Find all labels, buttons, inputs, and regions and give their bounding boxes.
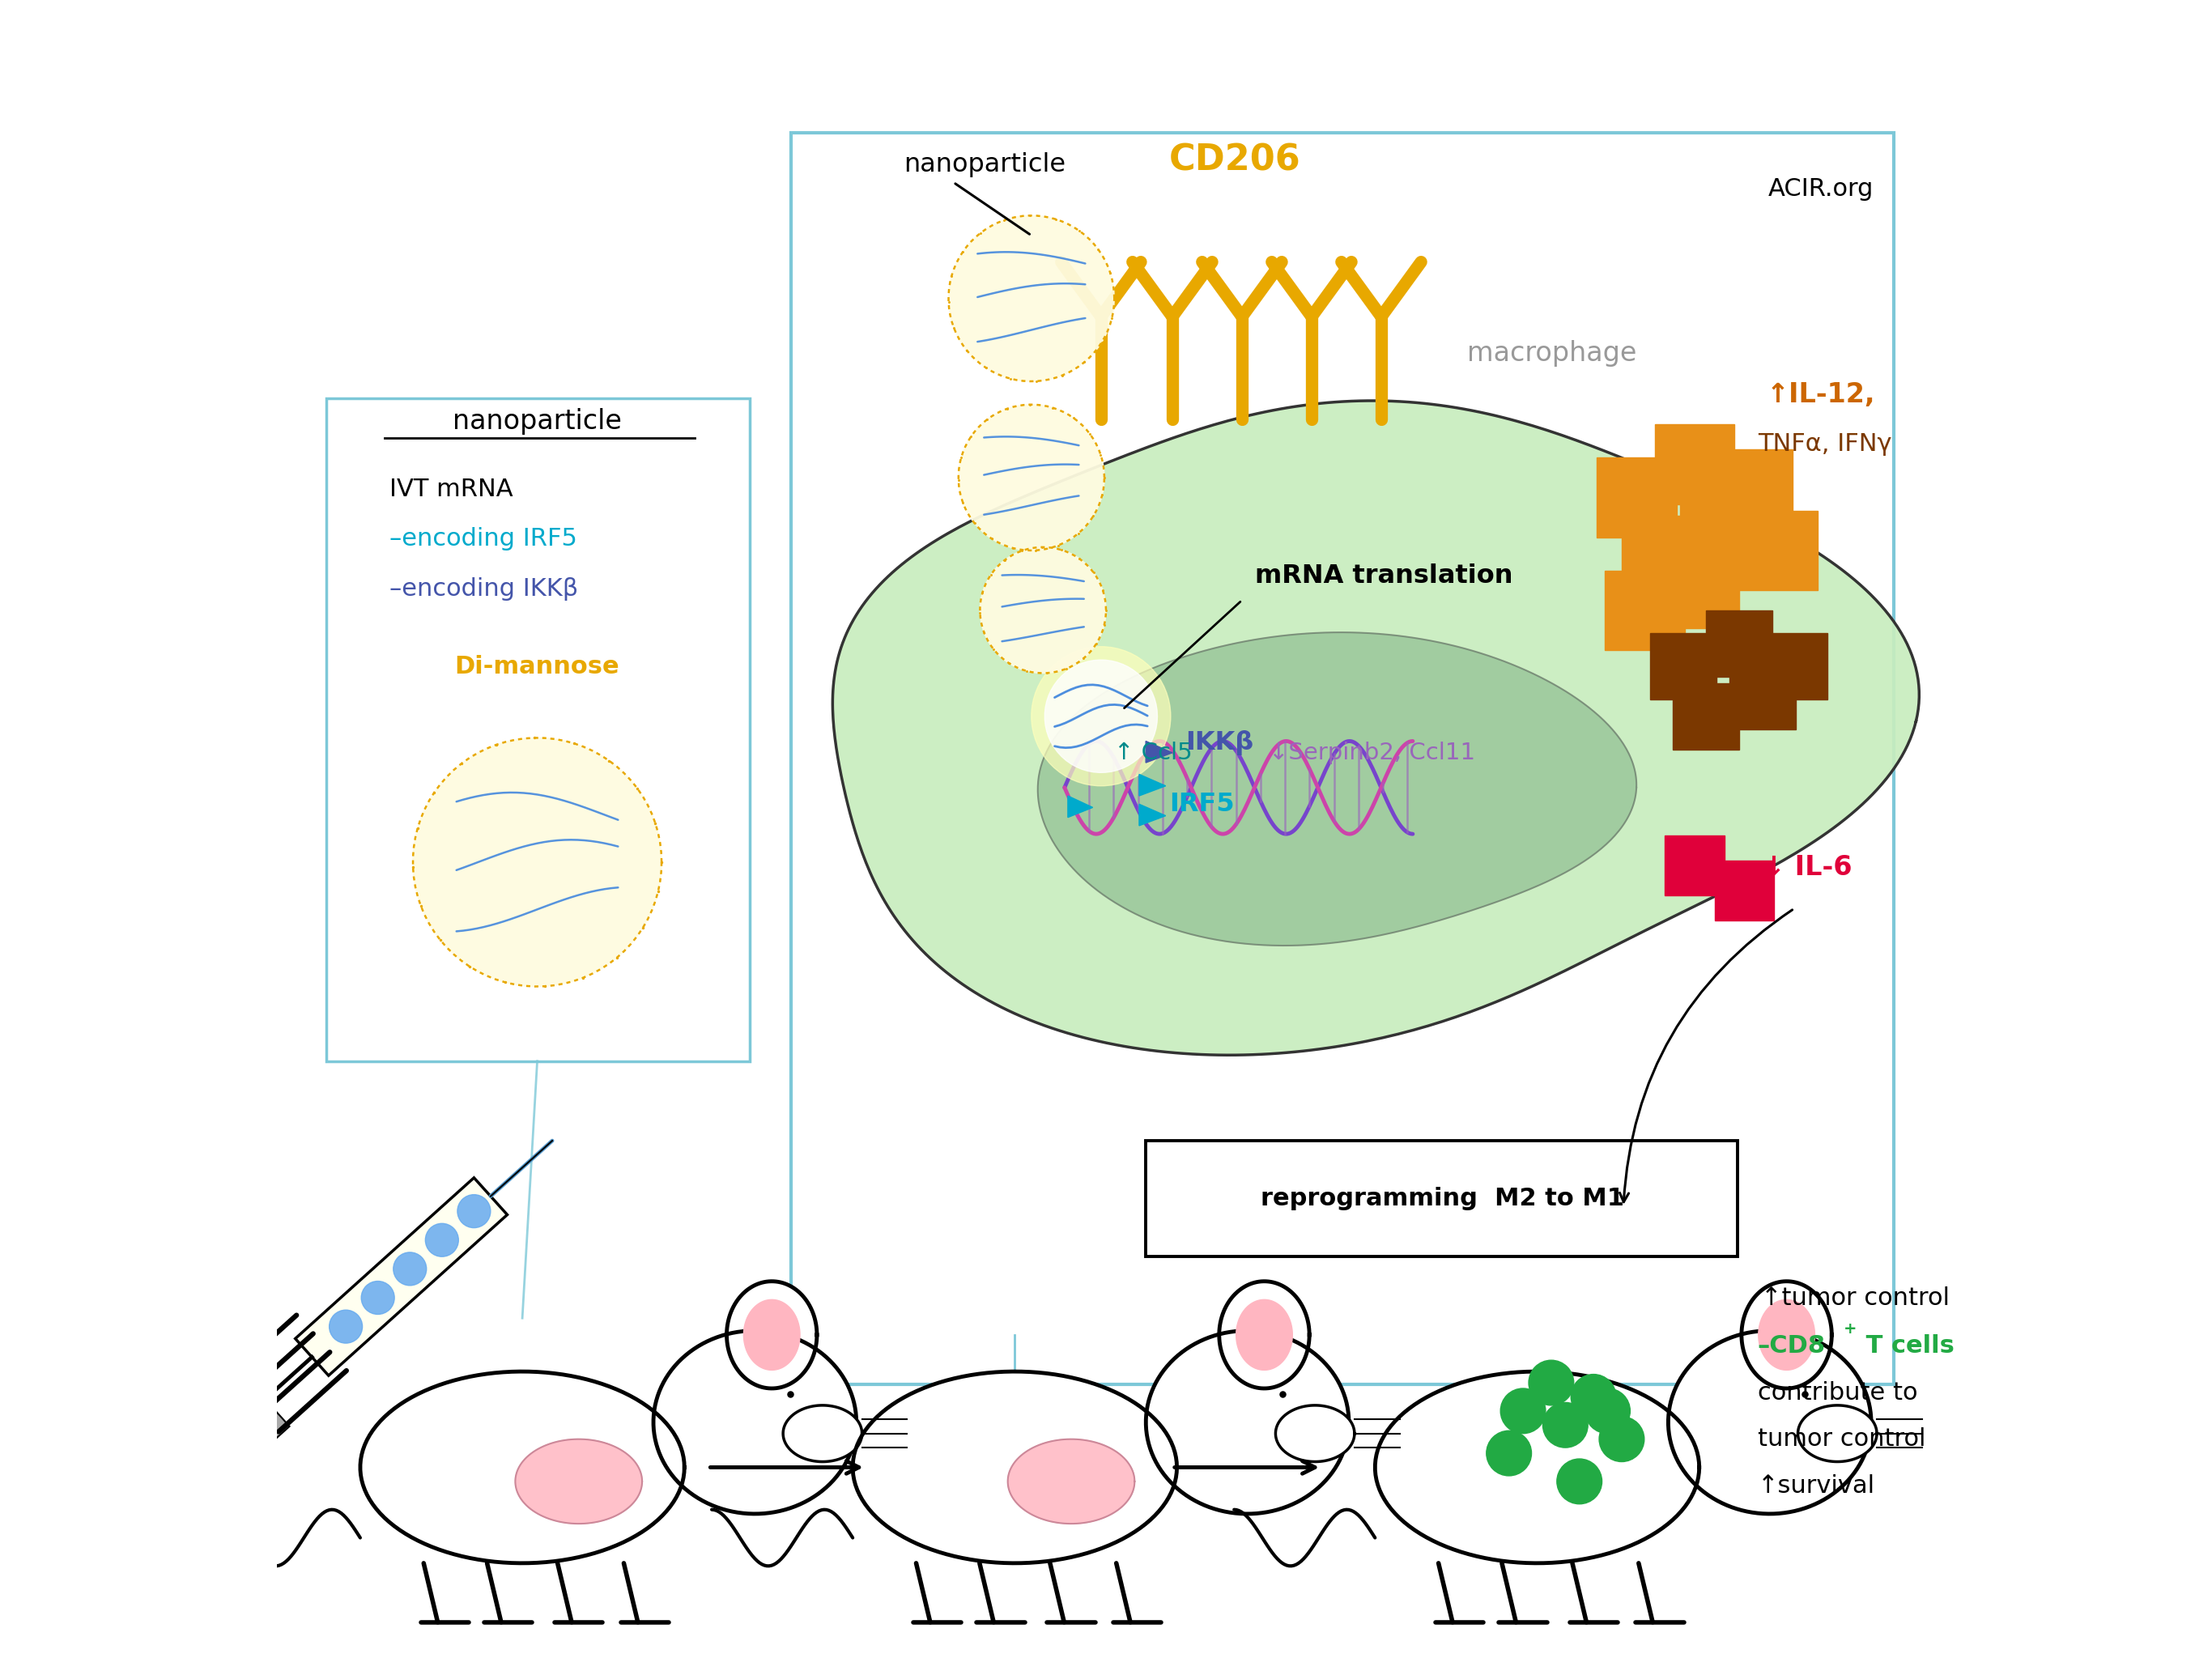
Text: TNFα, IFNγ: TNFα, IFNγ xyxy=(1759,433,1891,456)
Text: IRF5: IRF5 xyxy=(1168,791,1234,817)
Text: Di-mannose: Di-mannose xyxy=(456,655,619,678)
Polygon shape xyxy=(1672,683,1739,749)
Polygon shape xyxy=(832,401,1920,1054)
Polygon shape xyxy=(414,738,661,987)
Polygon shape xyxy=(1276,1406,1354,1462)
Polygon shape xyxy=(980,547,1106,673)
Polygon shape xyxy=(1666,836,1725,895)
Polygon shape xyxy=(1741,1282,1832,1388)
Polygon shape xyxy=(1037,632,1637,945)
Text: CD206: CD206 xyxy=(1168,143,1301,177)
Polygon shape xyxy=(1621,516,1701,595)
Polygon shape xyxy=(653,1331,856,1514)
Circle shape xyxy=(1599,1416,1644,1462)
Polygon shape xyxy=(515,1439,641,1524)
Polygon shape xyxy=(1712,449,1792,529)
Text: reprogramming  M2 to M1: reprogramming M2 to M1 xyxy=(1261,1187,1624,1210)
Text: ↓ IL-6: ↓ IL-6 xyxy=(1763,854,1851,880)
Polygon shape xyxy=(1655,424,1734,504)
Circle shape xyxy=(1557,1459,1601,1504)
Polygon shape xyxy=(1761,633,1827,700)
Polygon shape xyxy=(1798,1406,1876,1462)
Polygon shape xyxy=(958,405,1104,550)
Text: IVT mRNA: IVT mRNA xyxy=(389,478,513,501)
Text: IKKβ: IKKβ xyxy=(1186,730,1254,756)
Polygon shape xyxy=(1146,1331,1349,1514)
FancyBboxPatch shape xyxy=(327,398,750,1061)
Polygon shape xyxy=(1659,549,1739,628)
Polygon shape xyxy=(854,1371,1177,1563)
Text: ↑survival: ↑survival xyxy=(1759,1474,1876,1497)
Circle shape xyxy=(330,1310,363,1343)
Text: mRNA translation: mRNA translation xyxy=(1254,564,1513,589)
Polygon shape xyxy=(1219,1282,1310,1388)
Polygon shape xyxy=(743,1300,801,1370)
FancyBboxPatch shape xyxy=(792,133,1893,1384)
Circle shape xyxy=(1586,1388,1630,1434)
Polygon shape xyxy=(1739,511,1818,590)
Text: T cells: T cells xyxy=(1858,1335,1953,1358)
Circle shape xyxy=(1571,1374,1617,1419)
Text: nanoparticle: nanoparticle xyxy=(453,408,622,434)
Polygon shape xyxy=(1009,1439,1135,1524)
Polygon shape xyxy=(1606,570,1686,650)
Polygon shape xyxy=(361,1371,684,1563)
Polygon shape xyxy=(1237,1300,1292,1370)
FancyArrowPatch shape xyxy=(1619,910,1792,1202)
Text: nanoparticle: nanoparticle xyxy=(905,153,1066,177)
FancyBboxPatch shape xyxy=(1146,1141,1739,1257)
Text: ACIR.org: ACIR.org xyxy=(1767,177,1874,201)
Polygon shape xyxy=(1044,660,1157,773)
Text: +: + xyxy=(1845,1321,1858,1336)
Circle shape xyxy=(425,1224,458,1257)
Text: –CD8: –CD8 xyxy=(1759,1335,1825,1358)
Circle shape xyxy=(1542,1403,1588,1447)
Polygon shape xyxy=(1668,1331,1871,1514)
Text: ↑ Ccl5: ↑ Ccl5 xyxy=(1115,741,1192,764)
Polygon shape xyxy=(1139,774,1166,796)
Polygon shape xyxy=(783,1406,863,1462)
Polygon shape xyxy=(1139,804,1166,826)
Text: ↑tumor control: ↑tumor control xyxy=(1761,1287,1949,1310)
Polygon shape xyxy=(1376,1371,1699,1563)
Circle shape xyxy=(394,1252,427,1285)
Polygon shape xyxy=(1068,796,1093,817)
Text: –encoding IKKβ: –encoding IKKβ xyxy=(389,577,580,600)
Text: tumor control: tumor control xyxy=(1759,1428,1927,1451)
Circle shape xyxy=(1486,1431,1531,1476)
Polygon shape xyxy=(1597,458,1677,537)
Circle shape xyxy=(1031,647,1170,786)
Polygon shape xyxy=(1679,491,1759,570)
Polygon shape xyxy=(1759,1300,1814,1370)
Text: –encoding IRF5: –encoding IRF5 xyxy=(389,527,577,550)
Polygon shape xyxy=(294,1177,507,1376)
Text: ↑IL-12,: ↑IL-12, xyxy=(1765,381,1876,408)
Polygon shape xyxy=(226,1373,290,1439)
Text: contribute to: contribute to xyxy=(1759,1381,1918,1404)
Polygon shape xyxy=(728,1282,816,1388)
Polygon shape xyxy=(1714,861,1774,920)
Polygon shape xyxy=(949,216,1115,381)
Text: ↓Serpinb2, Ccl11: ↓Serpinb2, Ccl11 xyxy=(1267,741,1475,764)
Circle shape xyxy=(458,1195,491,1229)
Polygon shape xyxy=(1146,741,1172,763)
Polygon shape xyxy=(1705,610,1772,676)
Circle shape xyxy=(1500,1388,1546,1434)
Circle shape xyxy=(1528,1360,1573,1406)
Polygon shape xyxy=(1650,633,1717,700)
Text: macrophage: macrophage xyxy=(1467,340,1637,366)
Circle shape xyxy=(361,1282,394,1315)
Polygon shape xyxy=(1730,663,1796,730)
